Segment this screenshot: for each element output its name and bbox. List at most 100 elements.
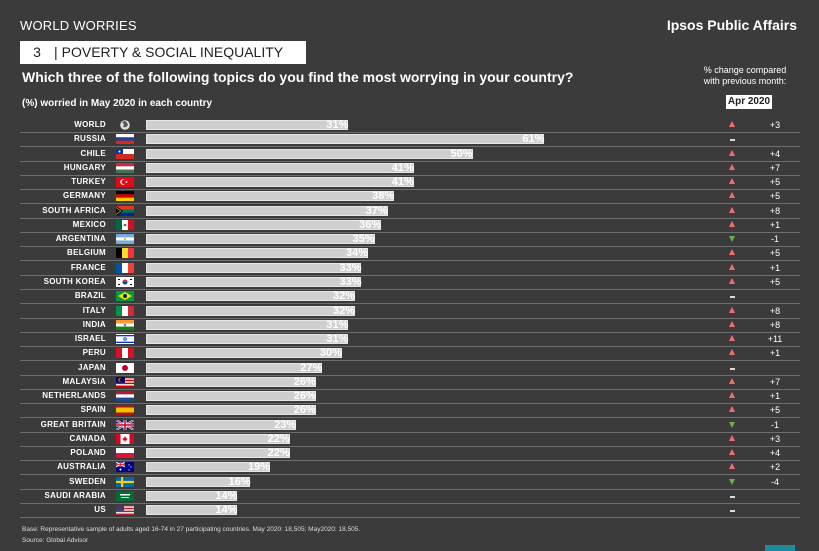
arrow-up-icon [729, 335, 735, 342]
footer-source: Source: Global Advisor [22, 537, 89, 544]
country-label: FRANCE [70, 262, 106, 272]
bar [146, 319, 349, 330]
topic-box: 3 | POVERTY & SOCIAL INEQUALITY [20, 41, 306, 64]
arrow-up-icon [729, 178, 735, 185]
change-value: +5 [769, 248, 781, 259]
bar [146, 376, 316, 387]
arrow-up-icon [729, 406, 735, 413]
bar-value-label: 32% [332, 290, 355, 303]
canada-flag-icon [116, 433, 134, 444]
bar-value-label: 30% [319, 347, 342, 360]
bar-value-label: 23% [274, 418, 297, 431]
change-value: +5 [769, 276, 781, 287]
bar-value-label: 31% [326, 333, 349, 346]
chart-question: Which three of the following topics do y… [22, 69, 574, 85]
us-flag-icon [116, 505, 134, 516]
bar [146, 276, 362, 287]
bar-value-label: 14% [215, 490, 238, 503]
chart-row: RUSSIA 61% [20, 132, 800, 148]
bar-value-label: 32% [332, 304, 355, 317]
country-label: GREAT BRITAIN [40, 419, 106, 429]
country-label: WORLD [74, 120, 106, 129]
germany-flag-icon [116, 191, 134, 202]
poland-flag-icon [116, 448, 134, 459]
bar [146, 248, 369, 259]
arrow-down-icon [729, 236, 735, 243]
change-value: +8 [769, 319, 781, 330]
chart-row: SWEDEN 16% -4 [20, 475, 800, 490]
chart-row: WORLD 31% +3 [20, 118, 800, 133]
chart-row: US 14% [20, 503, 800, 519]
change-value: +7 [769, 376, 781, 387]
brand-name: Ipsos Public Affairs [666, 17, 797, 33]
bar [146, 348, 342, 359]
equal-icon [730, 367, 735, 370]
india-flag-icon [116, 319, 134, 330]
australia-flag-icon [116, 462, 134, 473]
bar [146, 134, 545, 145]
bar-value-label: 19% [248, 461, 271, 474]
bar-value-label: 27% [300, 361, 323, 374]
change-value: +1 [769, 391, 781, 402]
arrow-up-icon [729, 121, 735, 127]
spain-flag-icon [116, 405, 134, 416]
bar-value-label: 41% [391, 176, 414, 189]
chart-row: FRANCE 33% +1 [20, 261, 800, 276]
chart-subhead: (%) worried in May 2020 in each country [22, 98, 213, 109]
change-value: -1 [770, 419, 779, 430]
change-value: -1 [770, 234, 779, 245]
change-value: +5 [769, 191, 781, 202]
bar [146, 205, 388, 216]
arrow-up-icon [729, 449, 735, 456]
south-africa-flag-icon [116, 205, 134, 216]
bar [146, 219, 382, 230]
bar-value-label: 50% [450, 147, 473, 160]
series-label: WORLD WORRIES [20, 18, 137, 33]
equal-icon [730, 296, 735, 299]
country-label: RUSSIA [73, 134, 106, 144]
hungary-flag-icon [116, 162, 134, 173]
bar [146, 448, 290, 459]
arrow-up-icon [729, 306, 735, 313]
country-label: NETHERLANDS [42, 391, 106, 401]
bar [146, 291, 355, 302]
change-value: +3 [769, 433, 781, 444]
country-label: US [94, 505, 106, 515]
chart-row: ITALY 32% +8 [20, 304, 800, 319]
country-label: CHILE [80, 148, 106, 158]
bar-value-label: 26% [293, 404, 316, 417]
bar [146, 234, 375, 245]
bar-value-label: 31% [326, 119, 349, 131]
great-britain-flag-icon [116, 419, 134, 430]
country-label: MALAYSIA [62, 376, 106, 386]
bar [146, 362, 323, 373]
country-label: SOUTH KOREA [43, 276, 106, 286]
topic-separator: | [54, 44, 58, 60]
israel-flag-icon [116, 334, 134, 345]
globe-icon [120, 120, 130, 130]
bar-value-label: 16% [228, 475, 251, 488]
bar [146, 305, 355, 316]
change-value: +7 [769, 162, 781, 173]
bar [146, 162, 414, 173]
arrow-up-icon [729, 463, 735, 470]
bar-value-label: 22% [267, 447, 290, 460]
japan-flag-icon [116, 362, 134, 373]
country-label: SAUDI ARABIA [44, 491, 106, 501]
arrow-down-icon [729, 421, 735, 428]
country-label: JAPAN [77, 362, 106, 372]
arrow-up-icon [729, 349, 735, 356]
arrow-down-icon [729, 478, 735, 485]
chart-row: CANADA 22% +3 [20, 432, 800, 447]
change-value: -4 [770, 476, 779, 487]
bar-value-label: 38% [372, 190, 395, 203]
belgium-flag-icon [116, 248, 134, 259]
south-korea-flag-icon [116, 276, 134, 287]
bar-value-label: 31% [326, 318, 349, 331]
chart-row: SPAIN 26% +5 [20, 403, 800, 419]
change-value: +1 [769, 262, 781, 273]
arrow-up-icon [729, 277, 735, 284]
country-label: AUSTRALIA [57, 462, 106, 472]
country-label: TURKEY [71, 177, 106, 187]
change-value: +3 [769, 120, 781, 130]
